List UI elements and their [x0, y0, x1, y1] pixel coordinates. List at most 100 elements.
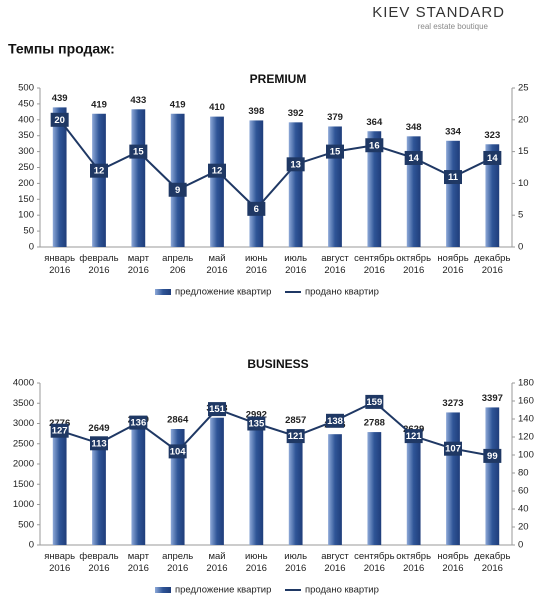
line-marker — [50, 423, 69, 438]
x-tick-line: 2016 — [88, 563, 109, 574]
x-tick-line: май — [208, 551, 225, 562]
x-tick-label: сентябрь 2016 — [354, 551, 394, 574]
bar-value-label: 392 — [288, 108, 304, 119]
line-marker — [286, 157, 305, 172]
bar — [249, 120, 264, 247]
line-marker — [483, 150, 502, 165]
line-marker — [247, 416, 266, 431]
bar — [485, 144, 500, 247]
line-marker — [365, 138, 384, 153]
line-value-label: 14 — [487, 153, 498, 164]
x-tick-label: август 2016 — [321, 551, 349, 574]
y2-tick-label: 10 — [518, 178, 529, 189]
y2-tick-label: 120 — [518, 432, 534, 443]
line-value-label: 16 — [369, 140, 380, 151]
x-tick-line: апрель — [162, 551, 193, 562]
x-tick-line: 2016 — [482, 563, 503, 574]
x-tick-line: 2016 — [167, 563, 188, 574]
x-tick-line: 2016 — [206, 563, 227, 574]
x-tick-line: 2016 — [285, 265, 306, 276]
y2-tick-label: 40 — [518, 504, 529, 515]
y2-tick-label: 15 — [518, 146, 529, 157]
y2-tick-label: 20 — [518, 114, 529, 125]
y-tick-label: 3000 — [13, 418, 34, 429]
bar-value-label: 410 — [209, 102, 225, 113]
x-tick-label: июль 2016 — [284, 551, 307, 574]
x-tick-line: 2016 — [246, 563, 267, 574]
line-marker — [286, 429, 305, 444]
brand: KIEV STANDARD — [372, 4, 505, 21]
legend-label: предложение квартир — [175, 585, 271, 596]
x-tick-line: сентябрь — [354, 253, 394, 264]
bar — [406, 438, 421, 545]
legend-label: предложение квартир — [175, 287, 271, 298]
x-tick-line: декабрь — [474, 551, 510, 562]
x-tick-line: 2016 — [206, 265, 227, 276]
line-marker — [365, 394, 384, 409]
bar-value-label: 2864 — [167, 415, 189, 426]
x-tick-label: июнь 2016 — [245, 253, 268, 276]
line-value-label: 159 — [366, 397, 382, 408]
y2-tick-label: 180 — [518, 378, 534, 389]
x-tick-line: 2016 — [285, 563, 306, 574]
x-tick-label: октябрь 2016 — [396, 551, 431, 574]
chart-title: BUSINESS — [247, 357, 308, 371]
bar-value-label: 398 — [248, 106, 264, 117]
y-tick-label: 1000 — [13, 499, 34, 510]
bar-value-label: 2776 — [49, 418, 70, 429]
bar — [92, 113, 106, 248]
bar — [367, 131, 382, 247]
line-value-label: 135 — [248, 419, 265, 430]
bar — [210, 116, 224, 248]
y-tick-label: 250 — [18, 162, 34, 173]
bar-value-label: 3273 — [442, 398, 463, 409]
y2-tick-label: 140 — [518, 414, 534, 425]
legend-label: продано квартир — [305, 287, 379, 298]
y-tick-label: 4000 — [13, 378, 34, 389]
bar — [446, 412, 460, 545]
x-tick-line: октябрь — [396, 551, 431, 562]
line-marker — [326, 144, 344, 159]
x-tick-line: 2016 — [403, 265, 424, 276]
bar-value-label: 348 — [406, 122, 422, 133]
line-value-label: 138 — [327, 416, 343, 427]
line-marker — [208, 163, 226, 178]
x-tick-label: январь 2016 — [44, 253, 75, 276]
x-tick-label: май 2016 — [206, 551, 227, 574]
x-tick-line: ноябрь — [437, 551, 468, 562]
line-value-label: 113 — [91, 438, 106, 449]
bar — [92, 437, 106, 545]
y-tick-label: 150 — [18, 194, 34, 205]
bar — [210, 417, 224, 545]
bar — [485, 407, 500, 545]
line-value-label: 12 — [94, 166, 105, 177]
y-tick-label: 0 — [29, 242, 34, 253]
y-tick-label: 50 — [23, 226, 34, 237]
line-value-label: 12 — [212, 166, 223, 177]
bar-value-label: 3397 — [482, 393, 503, 404]
legend-label: продано квартир — [305, 585, 379, 596]
line-value-label: 107 — [445, 444, 461, 455]
bar — [170, 113, 185, 248]
y-tick-label: 100 — [18, 210, 34, 221]
x-tick-line: 2016 — [482, 265, 503, 276]
legend-swatch — [155, 587, 171, 593]
x-tick-line: декабрь — [474, 253, 510, 264]
bar — [288, 122, 303, 247]
x-tick-label: май 2016 — [206, 253, 227, 276]
x-tick-line: ноябрь — [437, 253, 468, 264]
line-value-label: 6 — [254, 204, 259, 215]
tagline: real estate boutique — [418, 22, 489, 31]
x-tick-line: 2016 — [442, 265, 463, 276]
bar — [249, 423, 264, 545]
x-tick-label: декабрь 2016 — [474, 253, 510, 276]
x-tick-label: ноябрь 2016 — [437, 253, 468, 276]
y2-tick-label: 25 — [518, 83, 529, 94]
x-tick-label: октябрь 2016 — [396, 253, 431, 276]
line-marker — [168, 444, 187, 459]
x-tick-line: 2016 — [442, 563, 463, 574]
x-tick-line: январь — [44, 253, 75, 264]
y-tick-label: 1500 — [13, 479, 34, 490]
bar-value-label: 364 — [366, 117, 383, 128]
